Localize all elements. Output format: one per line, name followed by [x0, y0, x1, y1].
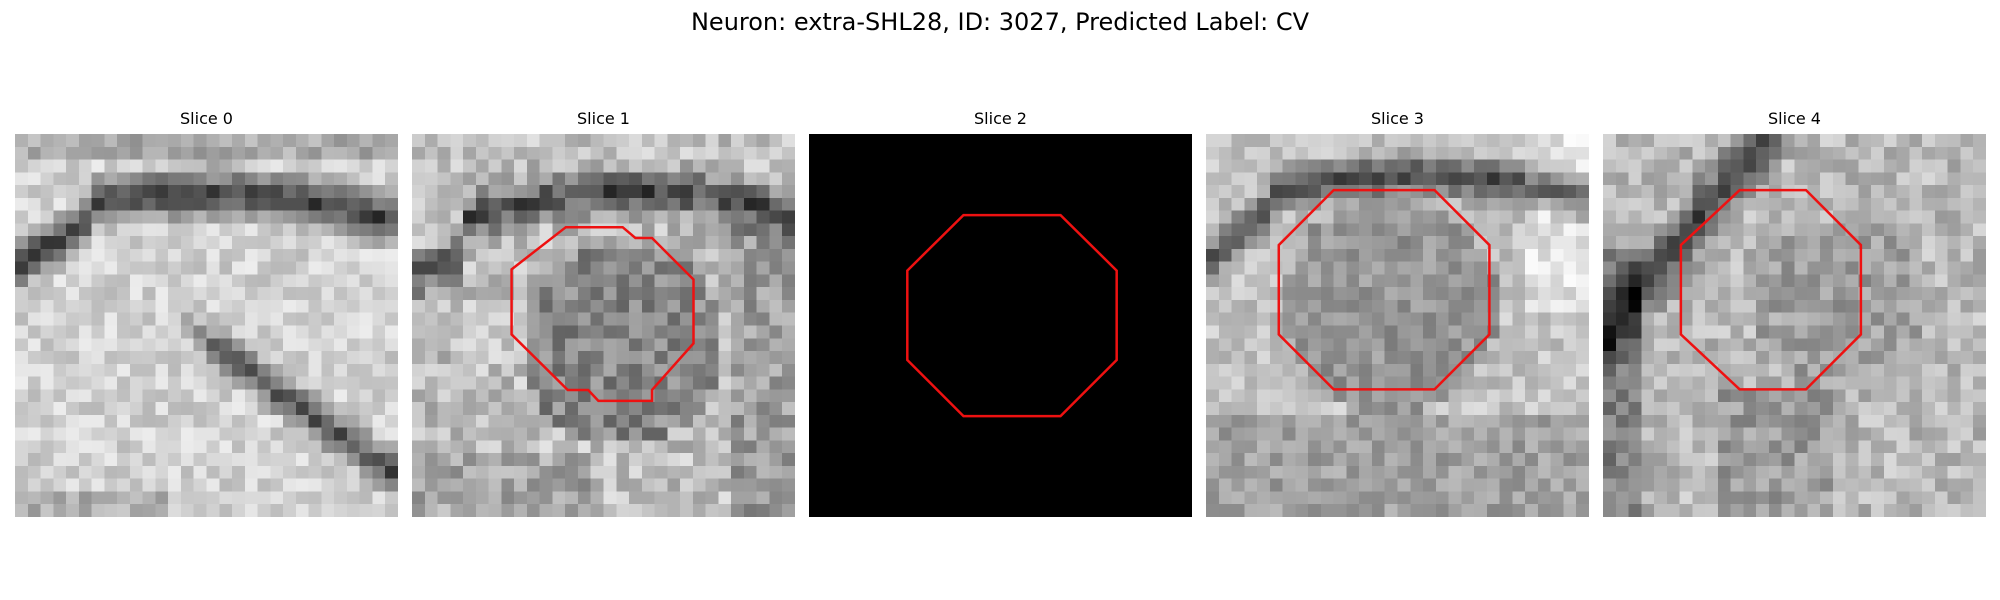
slice-panel-4: Slice 4 [1603, 106, 1986, 517]
slice-panel-3: Slice 3 [1206, 106, 1589, 517]
microscopy-image [809, 134, 1192, 517]
slice-panel-0: Slice 0 [15, 106, 398, 517]
slice-title: Slice 0 [180, 109, 233, 128]
microscopy-image [15, 134, 398, 517]
slice-title: Slice 3 [1371, 109, 1424, 128]
figure-title: Neuron: extra-SHL28, ID: 3027, Predicted… [690, 8, 1310, 36]
slice-title: Slice 2 [974, 109, 1027, 128]
slice-panel-2: Slice 2 [809, 106, 1192, 517]
microscopy-image [412, 134, 795, 517]
microscopy-image [1603, 134, 1986, 517]
slice-panel-1: Slice 1 [412, 106, 795, 517]
microscopy-image [1206, 134, 1589, 517]
roi-contour [907, 215, 1116, 416]
slice-title: Slice 1 [577, 109, 630, 128]
roi-contour [1279, 190, 1490, 389]
roi-contour [1681, 190, 1861, 389]
roi-contour [512, 227, 694, 401]
slice-title: Slice 4 [1768, 109, 1821, 128]
